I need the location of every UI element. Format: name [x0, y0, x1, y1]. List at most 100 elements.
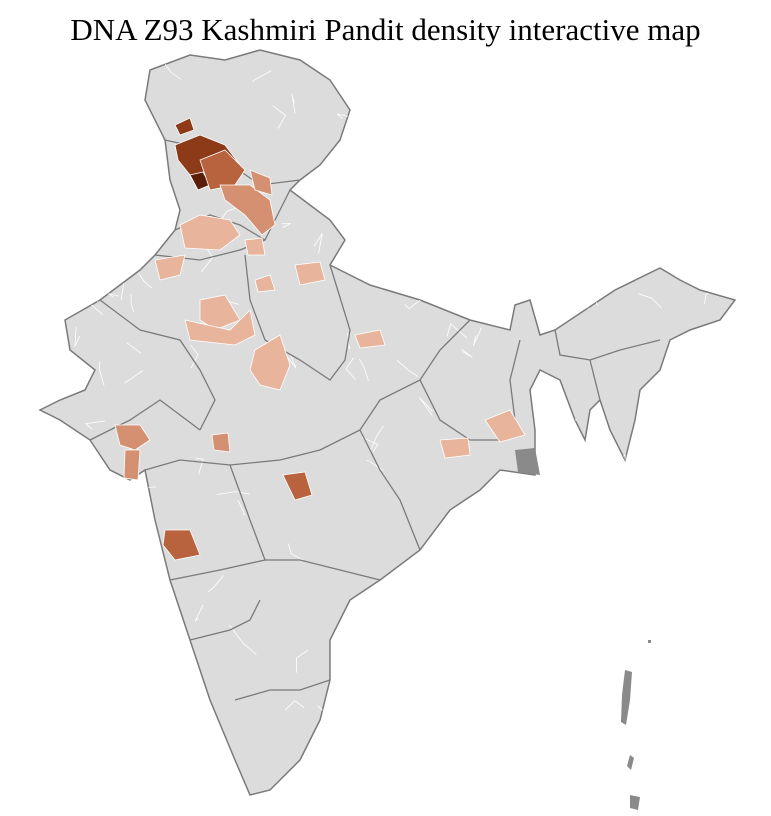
district-border: [706, 500, 714, 508]
district-maharashtra-nagpur[interactable]: [282, 471, 313, 501]
district-border: [646, 648, 675, 653]
district-border: [133, 59, 149, 76]
district-punjab[interactable]: [179, 214, 241, 251]
district-border: [674, 564, 690, 574]
state-border: [89, 399, 201, 441]
district-mp-bhopal[interactable]: [211, 432, 231, 453]
district-border: [40, 186, 54, 208]
district-border: [237, 500, 246, 515]
district-border: [111, 740, 128, 763]
district-border: [360, 771, 377, 779]
district-border: [61, 211, 90, 218]
district-west-bengal[interactable]: [484, 409, 526, 443]
district-border: [40, 773, 48, 788]
state-border: [169, 559, 266, 581]
district-border: [85, 420, 105, 430]
district-border: [558, 526, 580, 558]
district-border: [139, 222, 153, 233]
district-border: [99, 598, 109, 631]
district-himachal[interactable]: [219, 184, 276, 236]
district-border: [720, 83, 735, 113]
district-border: [555, 418, 575, 436]
district-rajasthan-central[interactable]: [199, 294, 241, 331]
district-rajasthan-east[interactable]: [184, 309, 256, 346]
district-border: [124, 370, 143, 384]
lakshadweep[interactable]: [648, 640, 651, 643]
district-border: [85, 207, 101, 231]
district-border: [606, 453, 626, 471]
district-border: [724, 325, 735, 353]
district-border: [350, 219, 362, 224]
district-border: [343, 690, 363, 700]
district-border: [704, 269, 727, 285]
andaman-islands[interactable]: [621, 670, 640, 810]
district-border: [216, 491, 250, 495]
district-border: [715, 634, 735, 650]
district-up-west[interactable]: [294, 261, 326, 286]
district-up-central[interactable]: [354, 329, 386, 349]
district-border: [98, 361, 105, 386]
district-border: [47, 209, 59, 230]
map-title: DNA Z93 Kashmiri Pandit density interact…: [70, 12, 701, 47]
district-border: [194, 604, 204, 622]
district-border: [345, 357, 356, 380]
district-border: [471, 96, 478, 115]
district-border: [432, 531, 446, 549]
district-border: [481, 701, 503, 717]
district-gujarat-south[interactable]: [123, 449, 141, 481]
district-border: [86, 491, 107, 497]
district-border: [130, 294, 135, 313]
district-border: [565, 621, 582, 634]
district-maharashtra-pune[interactable]: [162, 529, 201, 561]
district-rajasthan-north[interactable]: [154, 254, 186, 281]
district-jharkhand[interactable]: [439, 437, 471, 459]
district-mp-north[interactable]: [249, 334, 291, 391]
district-jammu[interactable]: [199, 149, 246, 191]
district-border: [40, 317, 49, 333]
district-border: [562, 569, 587, 580]
district-border: [703, 293, 709, 304]
district-delhi-ncr[interactable]: [254, 274, 276, 293]
district-border: [361, 437, 379, 452]
district-border: [554, 288, 575, 314]
district-border: [559, 506, 566, 531]
district-border: [74, 326, 81, 347]
district-border: [526, 289, 548, 292]
bengal-delta[interactable]: [515, 448, 540, 475]
district-border: [706, 700, 719, 721]
district-border: [419, 397, 433, 416]
district-border: [120, 282, 125, 300]
district-border: [79, 242, 81, 258]
district-uttarakhand-west[interactable]: [249, 169, 273, 196]
district-border: [590, 736, 598, 766]
district-border: [432, 271, 456, 290]
district-border: [362, 593, 374, 628]
district-border: [90, 693, 112, 706]
district-gujarat[interactable]: [114, 424, 151, 451]
state-border: [234, 679, 331, 701]
district-border: [363, 83, 386, 90]
district-border: [655, 760, 666, 780]
district-border: [697, 50, 708, 59]
district-border: [95, 161, 100, 173]
state-border: [229, 464, 381, 581]
district-border: [683, 430, 712, 437]
district-border: [137, 272, 153, 289]
district-border: [584, 259, 598, 278]
district-border: [313, 233, 323, 254]
district-border: [486, 746, 515, 758]
district-border: [207, 575, 224, 593]
district-kashmir-valley-north[interactable]: [174, 117, 195, 136]
district-border: [295, 649, 309, 673]
district-border: [396, 359, 419, 377]
district-border: [351, 702, 364, 713]
district-border: [436, 178, 457, 188]
state-border: [189, 599, 261, 641]
state-border: [359, 429, 421, 551]
district-border: [195, 457, 204, 475]
district-haryana[interactable]: [244, 237, 266, 256]
district-border: [648, 234, 668, 249]
district-border: [124, 723, 144, 730]
district-border: [71, 93, 99, 102]
